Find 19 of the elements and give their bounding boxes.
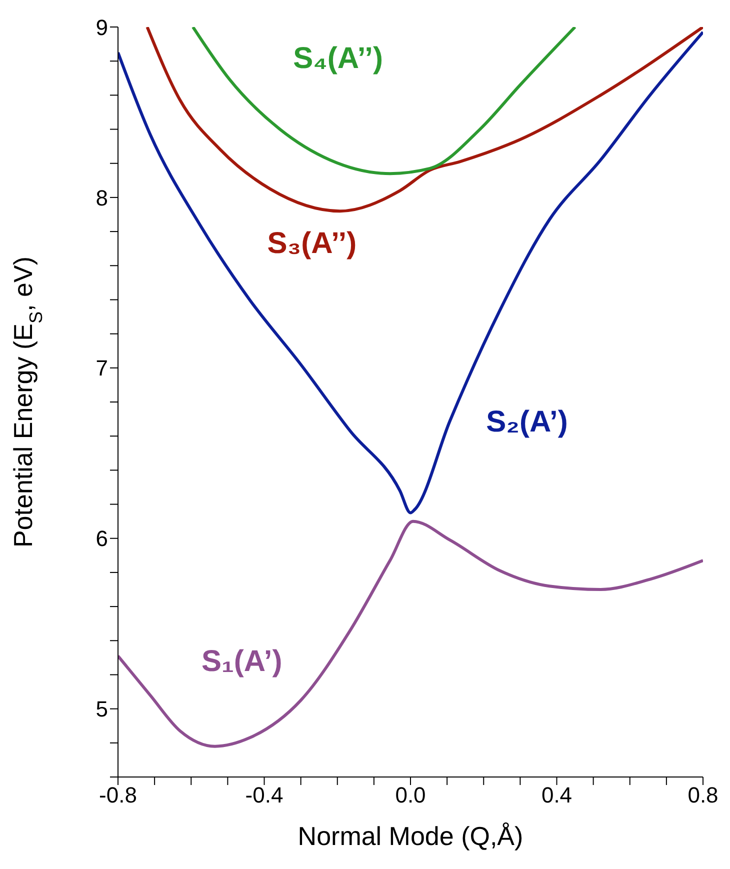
- x-tick-label: 0.0: [395, 782, 426, 808]
- line-series: [146, 27, 703, 213]
- y-tick-label: 9: [96, 14, 108, 40]
- x-tick-label: 0.4: [541, 782, 572, 808]
- y-tick-label: 5: [96, 696, 108, 722]
- y-tick-label: 6: [96, 526, 108, 552]
- y-tick-label: 8: [96, 185, 108, 210]
- series-label: S₃(A’’): [267, 227, 357, 260]
- x-tick-label: 0.8: [688, 782, 718, 808]
- series-label: S₄(A’’): [293, 42, 383, 75]
- x-tick-label: -0.4: [245, 782, 284, 808]
- x-tick-label: -0.8: [99, 782, 137, 808]
- x-axis-title: Normal Mode (Q,Å): [298, 821, 524, 851]
- line-series: [191, 27, 577, 176]
- series-label: S₂(A’): [486, 406, 568, 439]
- series-label: S₁(A’): [202, 645, 282, 678]
- line-series: [118, 30, 703, 514]
- line-series: [118, 520, 703, 748]
- y-tick-label: 7: [96, 356, 108, 381]
